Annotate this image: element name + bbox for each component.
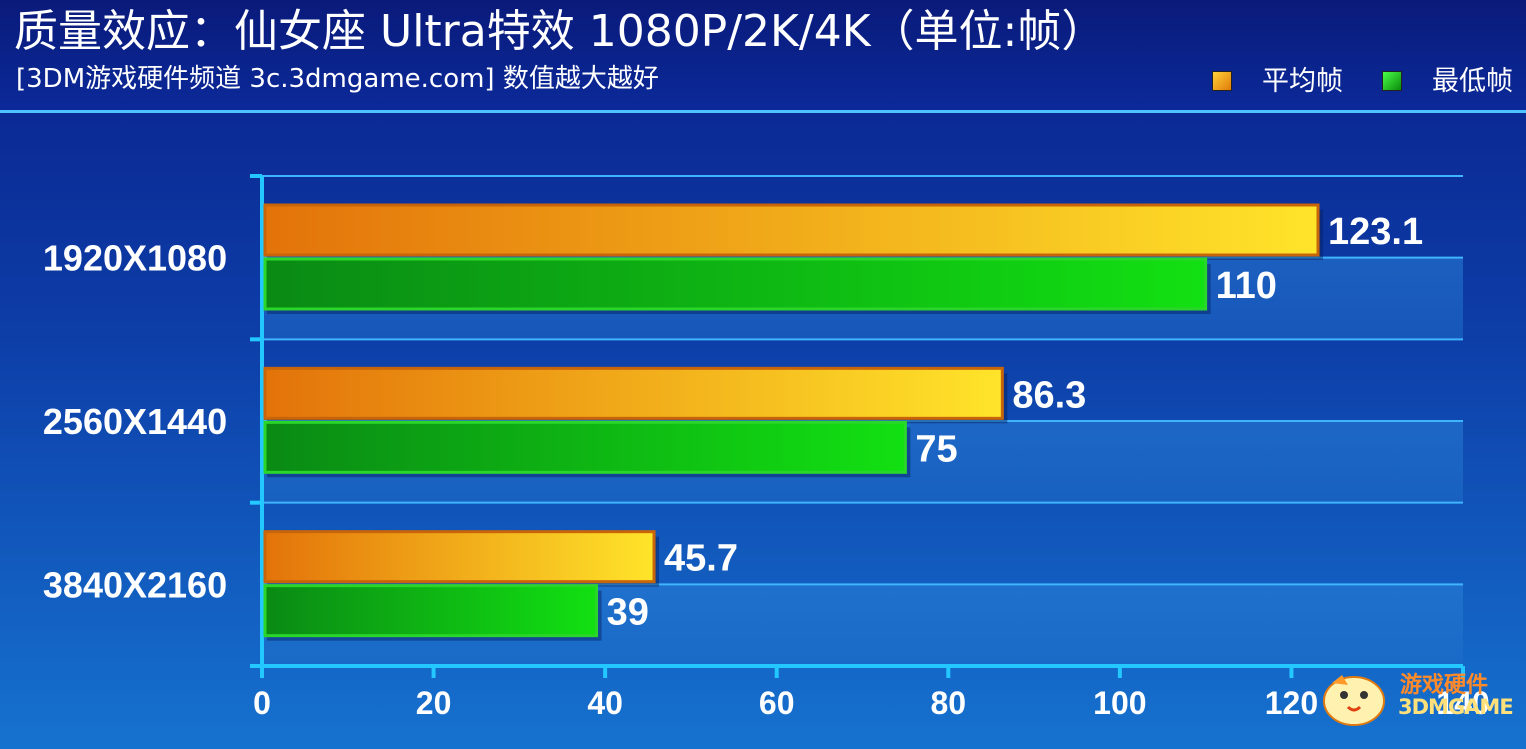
- bar-min: [263, 584, 599, 638]
- legend-item-avg: 平均帧: [1212, 66, 1362, 98]
- data-label: 39: [607, 592, 649, 634]
- chart-header: 质量效应：仙女座 Ultra特效 1080P/2K/4K（单位:帧） [3DM游…: [0, 0, 1526, 112]
- header-divider: [0, 110, 1526, 113]
- bar-avg: [263, 366, 1004, 420]
- legend-item-min: 最低帧: [1382, 66, 1522, 98]
- chart-title: 质量效应：仙女座 Ultra特效 1080P/2K/4K（单位:帧）: [14, 6, 1106, 57]
- data-label: 45.7: [664, 538, 738, 580]
- mascot-icon: [1323, 675, 1385, 726]
- watermark: 游戏硬件 3DMGAME: [1314, 661, 1514, 731]
- watermark-text-1: 游戏硬件: [1400, 673, 1489, 698]
- data-label: 86.3: [1012, 374, 1086, 416]
- chart-subtitle: [3DM游戏硬件频道 3c.3dmgame.com] 数值越大越好: [16, 64, 659, 94]
- bar-min: [263, 257, 1208, 311]
- data-label: 123.1: [1328, 211, 1423, 253]
- legend-label-min: 最低帧: [1432, 66, 1513, 97]
- data-label: 110: [1216, 265, 1277, 307]
- chart-legend: 平均帧 最低帧: [1212, 66, 1522, 98]
- category-label: 2560X1440: [43, 401, 227, 442]
- data-label: 75: [915, 428, 957, 470]
- bar-avg: [263, 530, 656, 584]
- x-tick-label: 80: [930, 685, 966, 721]
- watermark-text-2: 3DMGAME: [1398, 695, 1514, 719]
- category-label: 1920X1080: [43, 238, 227, 279]
- bar-min: [263, 420, 907, 474]
- legend-swatch-min: [1382, 71, 1402, 91]
- bar-avg: [263, 203, 1320, 257]
- x-tick-label: 40: [587, 685, 623, 721]
- legend-swatch-avg: [1212, 71, 1232, 91]
- x-tick-label: 60: [759, 685, 795, 721]
- x-tick-label: 0: [253, 685, 271, 721]
- x-tick-label: 140: [1436, 685, 1489, 721]
- category-label: 3840X2160: [43, 564, 227, 605]
- x-tick-label: 120: [1265, 685, 1318, 721]
- legend-label-avg: 平均帧: [1262, 66, 1343, 97]
- x-tick-label: 20: [416, 685, 452, 721]
- x-tick-label: 100: [1093, 685, 1146, 721]
- plot-area: 0 20 40 60 80 100 120 140 1920X1080 2560X1440 3840…: [43, 174, 1490, 721]
